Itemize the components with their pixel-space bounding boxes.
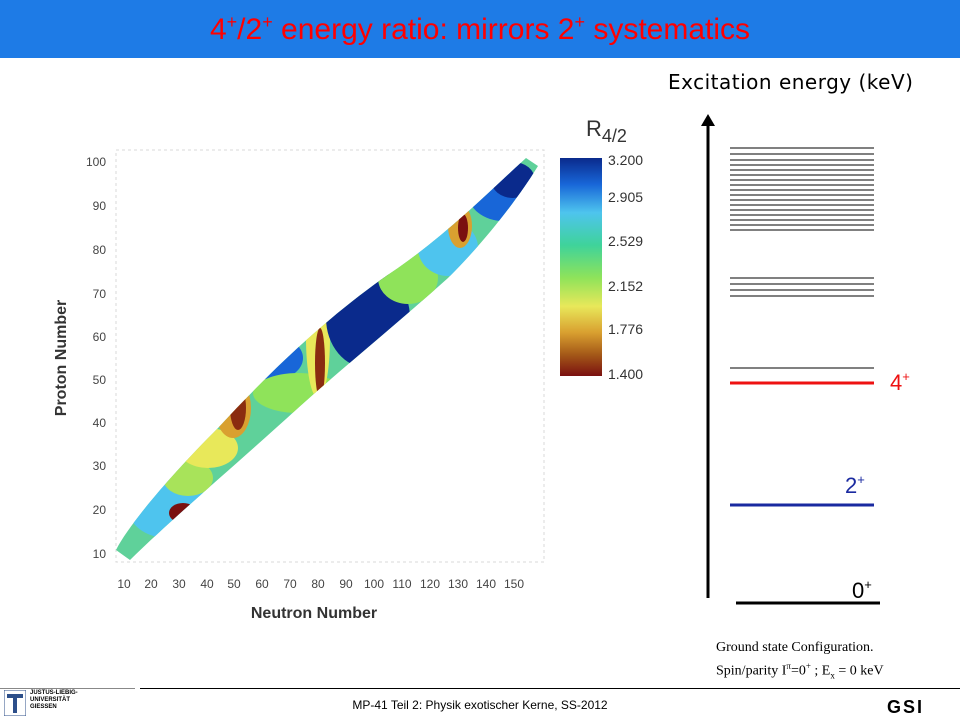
footer-text: MP-41 Teil 2: Physik exotischer Kerne, S… (352, 698, 608, 712)
x-tick: 140 (476, 577, 496, 591)
x-axis-label: Neutron Number (251, 605, 377, 622)
ground-state-line2: Spin/parity Iπ=0+ ; Ex = 0 keV (716, 661, 884, 681)
x-tick-labels: 10 20 30 40 50 60 70 80 90 100 110 120 1… (117, 577, 524, 591)
label-4plus: 4+ (890, 369, 910, 395)
x-tick: 10 (117, 577, 131, 591)
level-scheme: 4+ 2+ 0+ (701, 114, 910, 605)
x-tick: 80 (311, 577, 325, 591)
colorbar-ticks: 3.200 2.905 2.529 2.152 1.776 1.400 (608, 152, 643, 382)
y-tick: 50 (93, 373, 107, 387)
energy-axis-arrowhead (701, 114, 715, 126)
x-tick: 90 (339, 577, 353, 591)
r42-contour-plot: 100 90 80 70 60 50 40 30 20 10 10 20 30 … (53, 116, 643, 622)
y-tick: 30 (93, 459, 107, 473)
y-tick: 80 (93, 243, 107, 257)
x-tick: 130 (448, 577, 468, 591)
y-tick: 40 (93, 416, 107, 430)
y-tick: 10 (93, 547, 107, 561)
y-tick-labels: 100 90 80 70 60 50 40 30 20 10 (86, 155, 106, 561)
x-tick: 150 (504, 577, 524, 591)
colorbar-tick: 2.905 (608, 189, 643, 205)
x-tick: 110 (392, 577, 411, 591)
label-2plus: 2+ (845, 472, 865, 498)
excitation-energy-label: Excitation energy (keV) (668, 70, 914, 94)
footer-divider (140, 688, 960, 689)
x-tick: 50 (227, 577, 241, 591)
colorbar-label: R4/2 (586, 116, 627, 146)
x-tick: 70 (283, 577, 297, 591)
y-tick: 70 (93, 287, 107, 301)
y-axis-label: Proton Number (53, 300, 70, 416)
colorbar-tick: 2.529 (608, 233, 643, 249)
ground-state-note: Ground state Configuration. Spin/parity … (716, 638, 884, 685)
colorbar-tick: 2.152 (608, 278, 643, 294)
colorbar-tick: 3.200 (608, 152, 643, 168)
x-tick: 120 (420, 577, 440, 591)
x-tick: 30 (172, 577, 186, 591)
x-tick: 60 (255, 577, 269, 591)
label-0plus: 0+ (852, 577, 872, 603)
ground-state-line1: Ground state Configuration. (716, 640, 874, 655)
university-logo-text: JUSTUS-LIEBIG- UNIVERSITÄT GIESSEN (30, 690, 78, 710)
high-levels (730, 147, 874, 369)
y-tick: 90 (93, 199, 107, 213)
footer-divider-left (0, 688, 135, 689)
y-tick: 60 (93, 330, 107, 344)
y-tick: 20 (93, 503, 107, 517)
gsi-logo: GSI (887, 697, 925, 717)
title-bar (0, 0, 960, 58)
colorbar-tick: 1.776 (608, 321, 643, 337)
x-tick: 20 (144, 577, 158, 591)
x-tick: 100 (364, 577, 384, 591)
colorbar (560, 158, 602, 376)
x-tick: 40 (200, 577, 214, 591)
y-tick: 100 (86, 155, 106, 169)
slide-title: 4+/2+ energy ratio: mirrors 2+ systemati… (209, 12, 751, 46)
university-logo-icon (4, 690, 26, 716)
colorbar-tick: 1.400 (608, 366, 643, 382)
